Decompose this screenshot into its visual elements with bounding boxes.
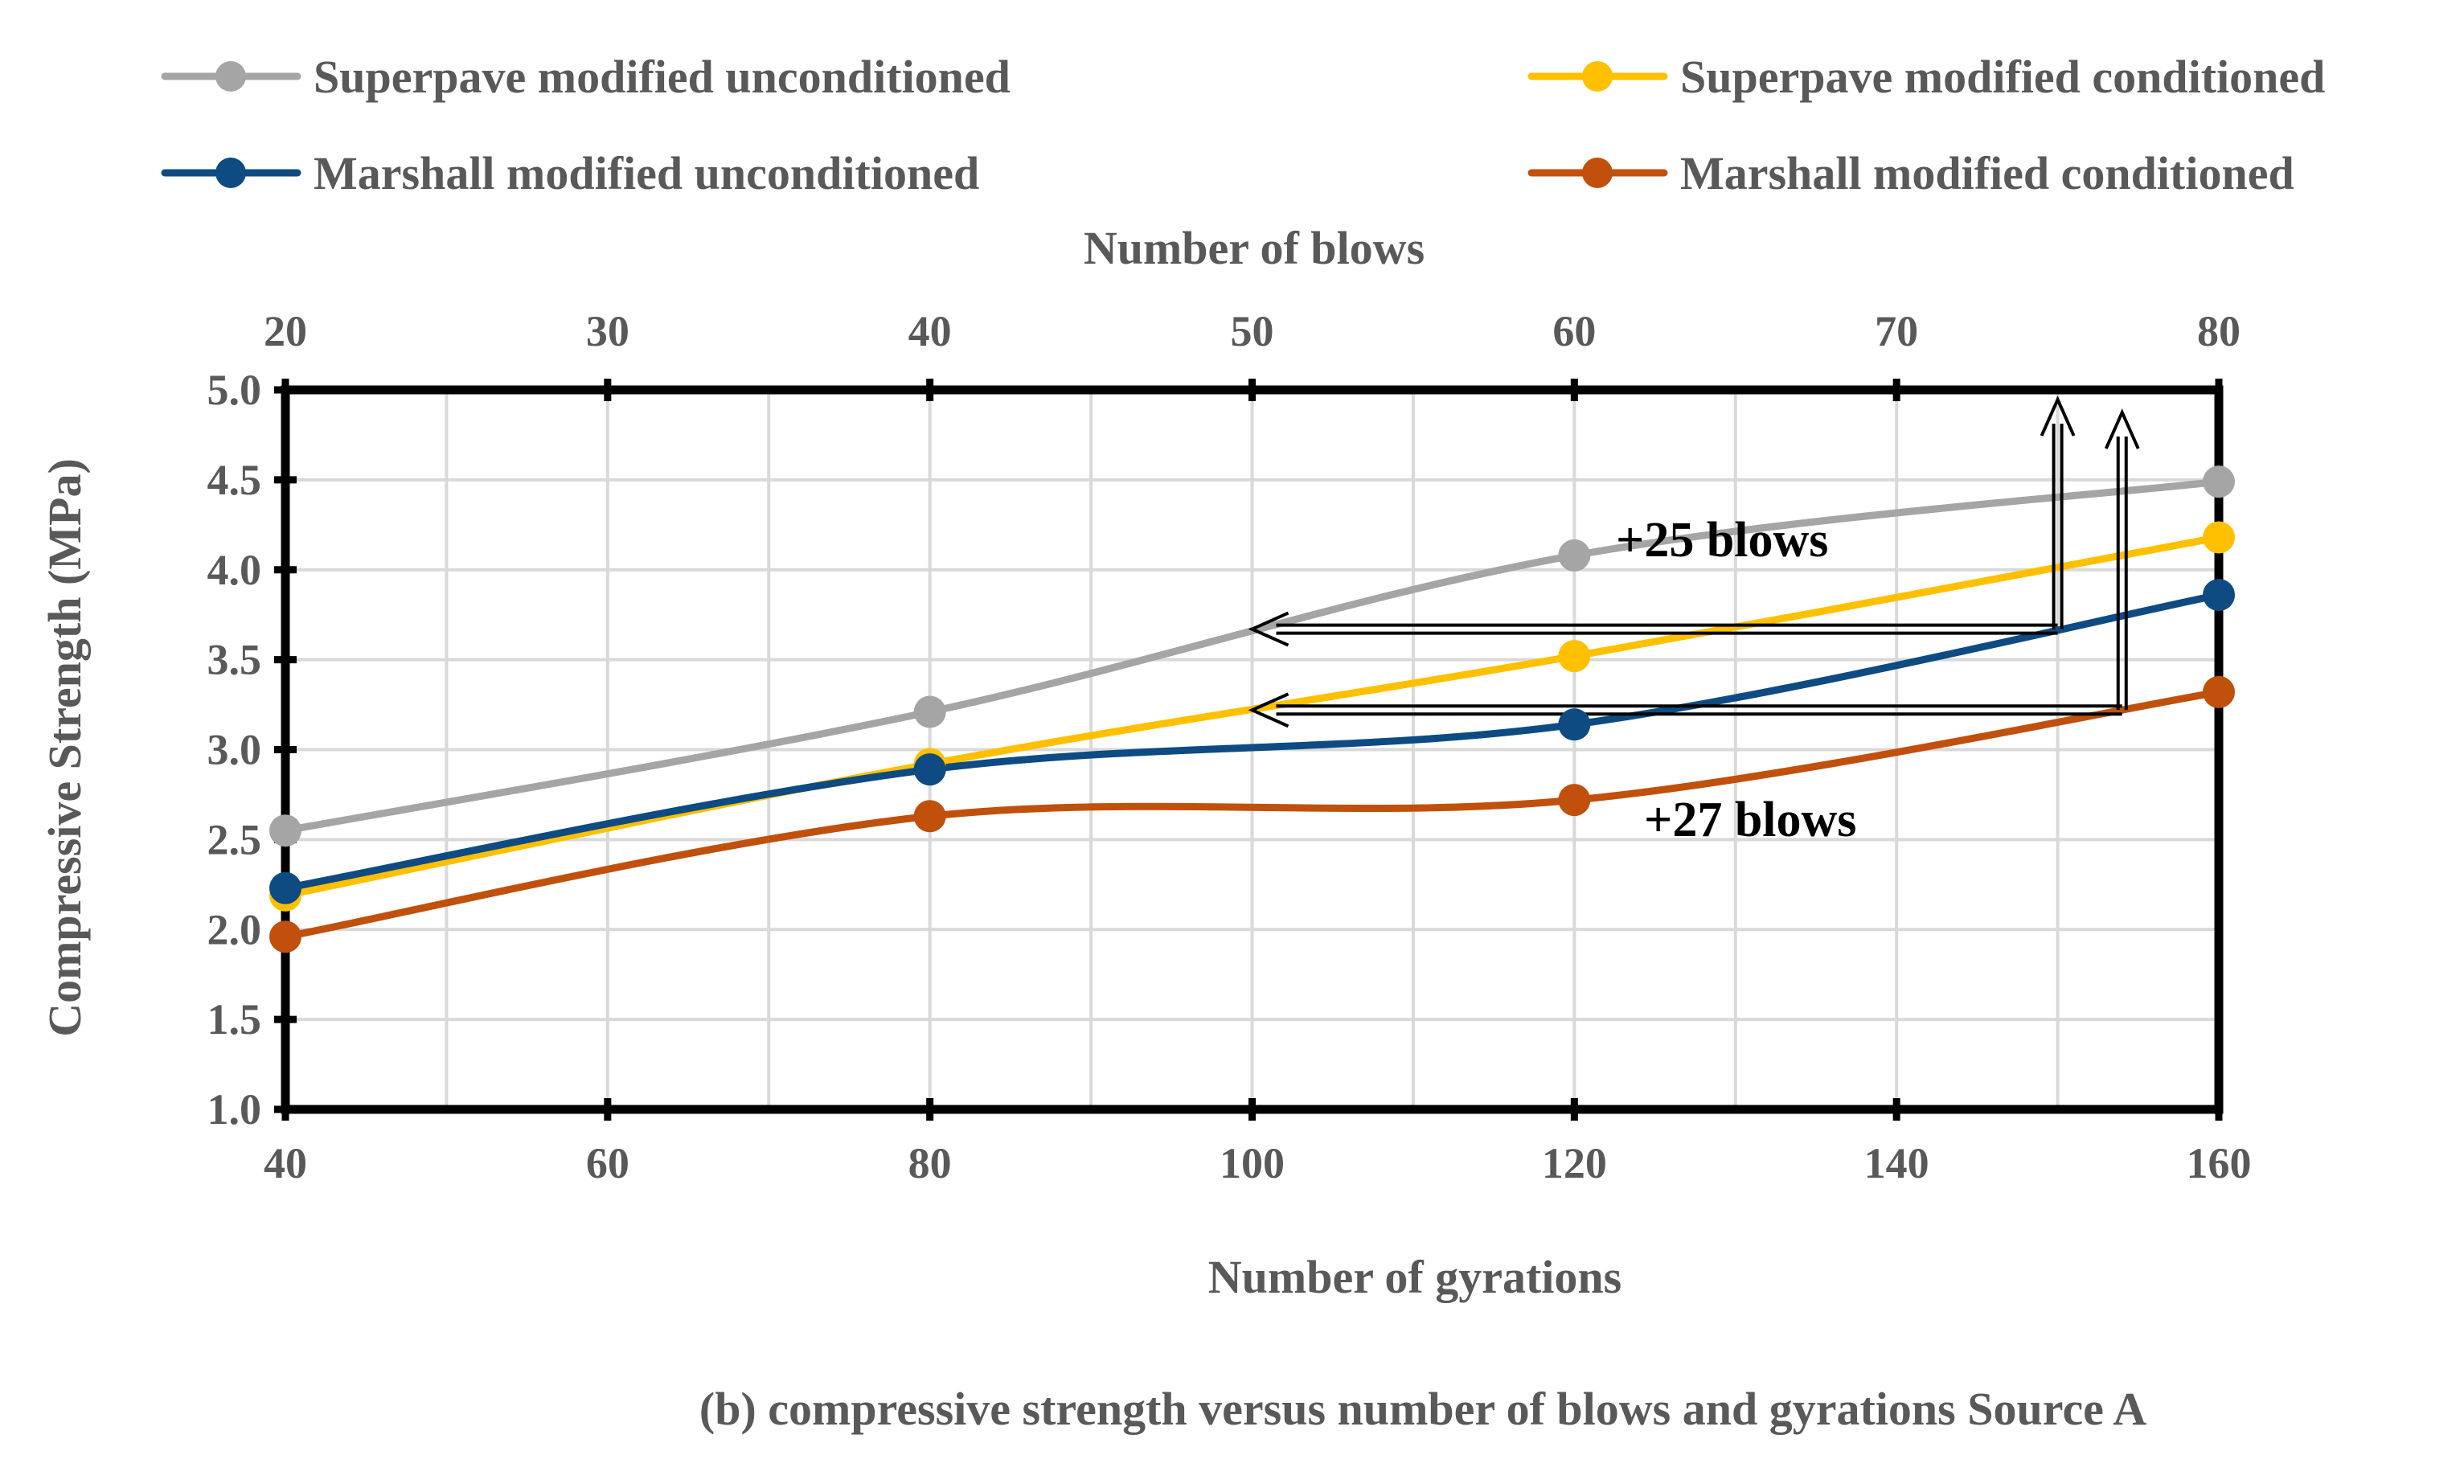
arrow-25-blows-up-head xyxy=(2040,396,2076,437)
x2-tick-label: 80 xyxy=(2197,307,2241,355)
y-tick-label: 1.5 xyxy=(207,995,262,1043)
y-tick-label: 1.0 xyxy=(207,1085,262,1133)
data-point xyxy=(2203,465,2235,498)
annotation-25-blows: +25 blows xyxy=(1616,513,1828,568)
arrow-27-blows-head xyxy=(1248,692,1289,728)
series-markers xyxy=(269,465,2235,953)
x-tick-label: 80 xyxy=(908,1139,952,1187)
x2-tick-label: 40 xyxy=(908,307,952,355)
legend: Superpave modified unconditioned Superpav… xyxy=(161,51,2325,199)
y-tick-label: 5.0 xyxy=(207,366,262,414)
legend-label: Superpave modified conditioned xyxy=(1680,51,2325,103)
tick-labels: 40 60 80 100 120 140 160 20 30 40 50 60 70 80 1.0 1.5 2.… xyxy=(207,307,2252,1187)
x2-tick-label: 50 xyxy=(1231,307,1274,355)
data-point xyxy=(2203,579,2235,612)
x2-tick-label: 30 xyxy=(586,307,629,355)
x-tick-label: 60 xyxy=(586,1139,629,1187)
data-point xyxy=(1558,539,1591,572)
y-tick-label: 3.0 xyxy=(207,726,262,774)
legend-marker xyxy=(1582,158,1613,188)
series-line-4 xyxy=(281,688,2223,941)
data-point xyxy=(269,871,301,904)
y-tick-label: 3.5 xyxy=(207,636,262,684)
x-tick-label: 160 xyxy=(2187,1139,2252,1187)
series-line-3 xyxy=(281,591,2223,892)
y-tick-label: 4.0 xyxy=(207,546,262,594)
x-tick-label: 40 xyxy=(264,1139,307,1187)
x2-tick-label: 20 xyxy=(264,307,307,355)
data-point xyxy=(1558,784,1591,817)
annotation-27-blows: +27 blows xyxy=(1644,793,1856,847)
x-tick-label: 140 xyxy=(1864,1139,1929,1187)
x2-axis-title: Number of blows xyxy=(1084,222,1425,274)
x-axis-title: Number of gyrations xyxy=(1208,1251,1621,1303)
data-point xyxy=(1558,640,1591,673)
x2-tick-label: 60 xyxy=(1552,307,1596,355)
data-point xyxy=(913,695,946,728)
legend-marker xyxy=(1582,61,1613,92)
data-point xyxy=(269,920,301,953)
data-point xyxy=(2203,675,2235,708)
annotations: +25 blows +27 blows xyxy=(1248,396,2140,847)
y-tick-label: 2.0 xyxy=(207,905,262,953)
legend-label: Marshall modified conditioned xyxy=(1680,147,2294,199)
legend-marker xyxy=(215,61,246,92)
figure-caption: (b) compressive strength versus number o… xyxy=(699,1383,2146,1435)
arrow-25-blows-head xyxy=(1248,611,1289,647)
legend-marker xyxy=(215,158,246,188)
data-point xyxy=(269,814,301,847)
x2-tick-label: 70 xyxy=(1875,307,1918,355)
data-point xyxy=(913,753,946,786)
legend-label: Superpave modified unconditioned xyxy=(314,51,1011,103)
data-point xyxy=(2203,521,2235,554)
data-point xyxy=(1558,708,1591,741)
y-axis-title: Compressive Strength (MPa) xyxy=(39,458,91,1037)
arrow-27-blows-up-head xyxy=(2104,408,2140,449)
data-point xyxy=(913,800,946,833)
y-tick-label: 4.5 xyxy=(207,456,262,504)
x-tick-label: 120 xyxy=(1542,1139,1607,1187)
x-tick-label: 100 xyxy=(1220,1139,1285,1187)
legend-label: Marshall modified unconditioned xyxy=(314,147,979,199)
y-tick-label: 2.5 xyxy=(207,815,262,863)
